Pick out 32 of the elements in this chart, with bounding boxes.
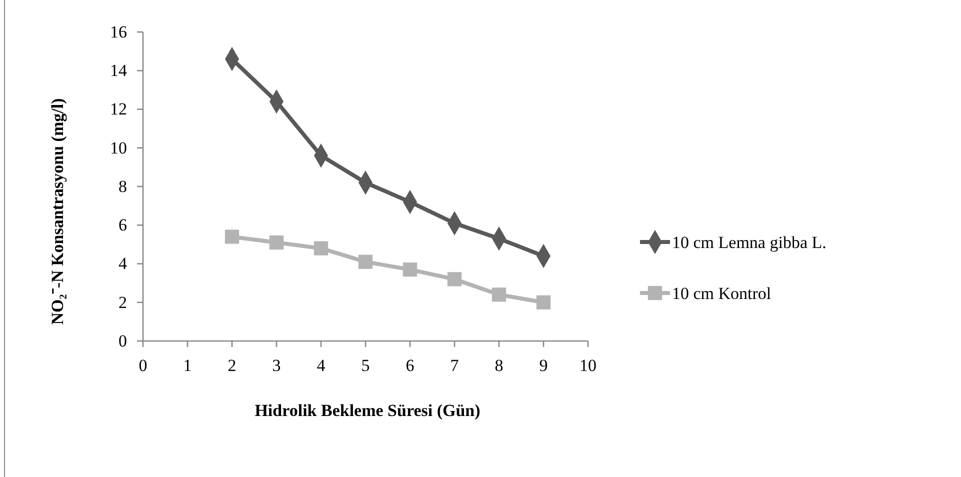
point — [447, 272, 462, 286]
y-tick-label: 12 — [110, 100, 127, 119]
x-axis-title: Hidrolik Bekleme Süresi (Gün) — [254, 401, 480, 420]
y-tick-label: 0 — [118, 331, 127, 350]
x-tick-label: 1 — [183, 356, 192, 376]
point — [402, 262, 418, 277]
x-tick-label: 6 — [406, 356, 414, 376]
x-tick-label: 3 — [272, 356, 281, 376]
x-tick-label: 0 — [138, 356, 148, 376]
y-tick-label: 10 — [110, 138, 127, 158]
point — [314, 241, 328, 256]
point — [358, 254, 373, 269]
x-tick-label: 4 — [316, 356, 326, 376]
y-tick-label: 4 — [118, 254, 128, 274]
x-tick-label: 5 — [361, 356, 370, 376]
y-tick-label: 6 — [118, 216, 127, 235]
y-tick-label: 14 — [110, 61, 128, 80]
y-tick-label: 2 — [118, 292, 127, 312]
y-tick-label: 8 — [118, 176, 127, 196]
legend-label: 10 cm Lemna gibba L. — [672, 233, 826, 252]
point — [269, 235, 284, 250]
x-tick-label: 7 — [450, 356, 460, 376]
y-axis-title: NO₂⁻-N Konsantrasyonu (mg/l) — [48, 98, 67, 325]
x-tick-label: 9 — [539, 356, 548, 376]
x-tick-label: 8 — [494, 356, 504, 376]
y-tick-label: 16 — [110, 22, 127, 42]
point — [492, 288, 506, 302]
x-tick-label: 2 — [228, 356, 236, 376]
point — [224, 230, 240, 244]
point — [536, 295, 551, 310]
x-tick-label: 10 — [580, 356, 596, 376]
legend-label: 10 cm Kontrol — [672, 284, 772, 303]
